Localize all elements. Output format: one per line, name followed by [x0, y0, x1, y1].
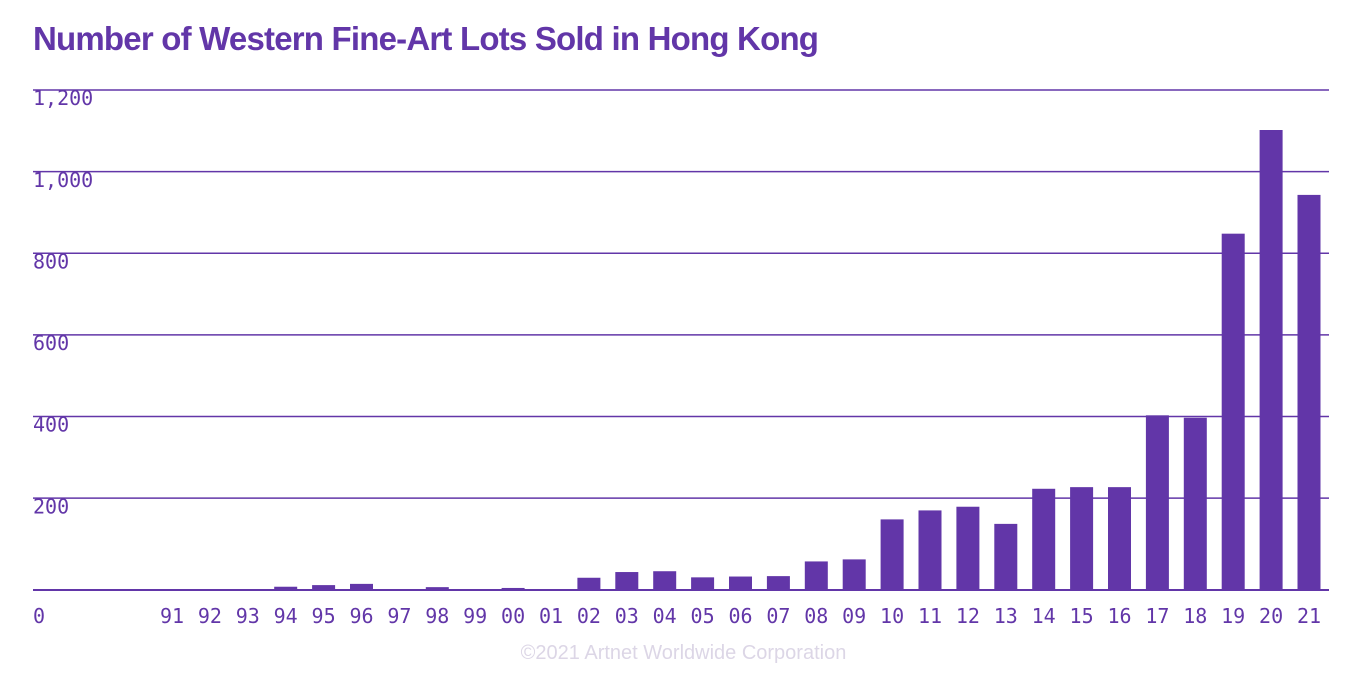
chart-title: Number of Western Fine-Art Lots Sold in …: [33, 20, 819, 57]
x-tick-label: 12: [956, 604, 980, 628]
y-tick-label: 1,200: [33, 86, 93, 110]
y-tick-label: 1,000: [33, 168, 93, 192]
x-tick-label: 95: [312, 604, 336, 628]
bar: [956, 506, 980, 590]
x-axis-ticks: 91 92 93 94 95 96 97 98 99 00 01 02 03 04 05 06 07 08 09 10…: [160, 604, 1321, 628]
x-tick-label: 11: [918, 604, 942, 628]
x-tick-label: 98: [425, 604, 449, 628]
x-tick-label: 06: [728, 604, 752, 628]
x-tick-label: 03: [615, 604, 639, 628]
x-tick-label: 04: [653, 604, 677, 628]
x-tick-label: 21: [1297, 604, 1321, 628]
bar: [1259, 130, 1283, 590]
x-tick-label: 93: [236, 604, 260, 628]
x-tick-label: 18: [1183, 604, 1207, 628]
bar: [1070, 487, 1094, 590]
x-tick-label: 17: [1145, 604, 1169, 628]
y-tick-label: 600: [33, 331, 69, 355]
x-tick-label: 13: [994, 604, 1018, 628]
bar: [1032, 488, 1056, 590]
bar: [918, 510, 942, 590]
x-tick-label: 07: [766, 604, 790, 628]
bar: [1221, 233, 1245, 590]
bar: [1108, 487, 1131, 590]
bar: [425, 587, 449, 590]
bar: [842, 559, 866, 590]
x-tick-label: 15: [1070, 604, 1094, 628]
x-tick-label: 96: [349, 604, 373, 628]
bar: [501, 587, 525, 590]
x-tick-label: 99: [463, 604, 487, 628]
x-tick-label: 10: [880, 604, 904, 628]
y-tick-label: 200: [33, 494, 69, 518]
bar: [615, 572, 639, 590]
bar: [312, 585, 336, 590]
x-tick-label: 94: [274, 604, 298, 628]
bar: [729, 576, 752, 590]
bar: [1145, 415, 1169, 590]
x-tick-label: 97: [387, 604, 411, 628]
bar: [274, 586, 298, 590]
bar: [766, 576, 790, 590]
x-tick-label: 02: [577, 604, 601, 628]
bar: [691, 577, 715, 590]
bar: [1297, 194, 1321, 591]
x-tick-label: 91: [160, 604, 184, 628]
bar: [653, 571, 677, 590]
bar: [804, 561, 828, 590]
bar: [350, 583, 373, 590]
y-tick-label: 400: [33, 413, 69, 437]
y-tick-label: 800: [33, 249, 69, 273]
x-tick-label: 92: [198, 604, 222, 628]
x-tick-label: 14: [1032, 604, 1056, 628]
y-tick-label: 0: [33, 604, 45, 628]
bars: [160, 130, 1321, 591]
x-tick-label: 09: [842, 604, 866, 628]
x-tick-label: 01: [539, 604, 563, 628]
y-axis-ticks: 0 200 400 600 800 1,000 1,200: [33, 86, 93, 628]
x-tick-label: 16: [1107, 604, 1131, 628]
bar: [880, 519, 904, 590]
x-tick-label: 20: [1259, 604, 1283, 628]
copyright-credit: ©2021 Artnet Worldwide Corporation: [520, 642, 847, 664]
bar: [577, 577, 601, 590]
x-tick-label: 19: [1221, 604, 1245, 628]
x-tick-label: 05: [691, 604, 715, 628]
bar: [994, 523, 1018, 590]
x-tick-label: 08: [804, 604, 828, 628]
bar: [1183, 417, 1207, 590]
x-tick-label: 00: [501, 604, 525, 628]
gridlines: [33, 89, 1329, 591]
